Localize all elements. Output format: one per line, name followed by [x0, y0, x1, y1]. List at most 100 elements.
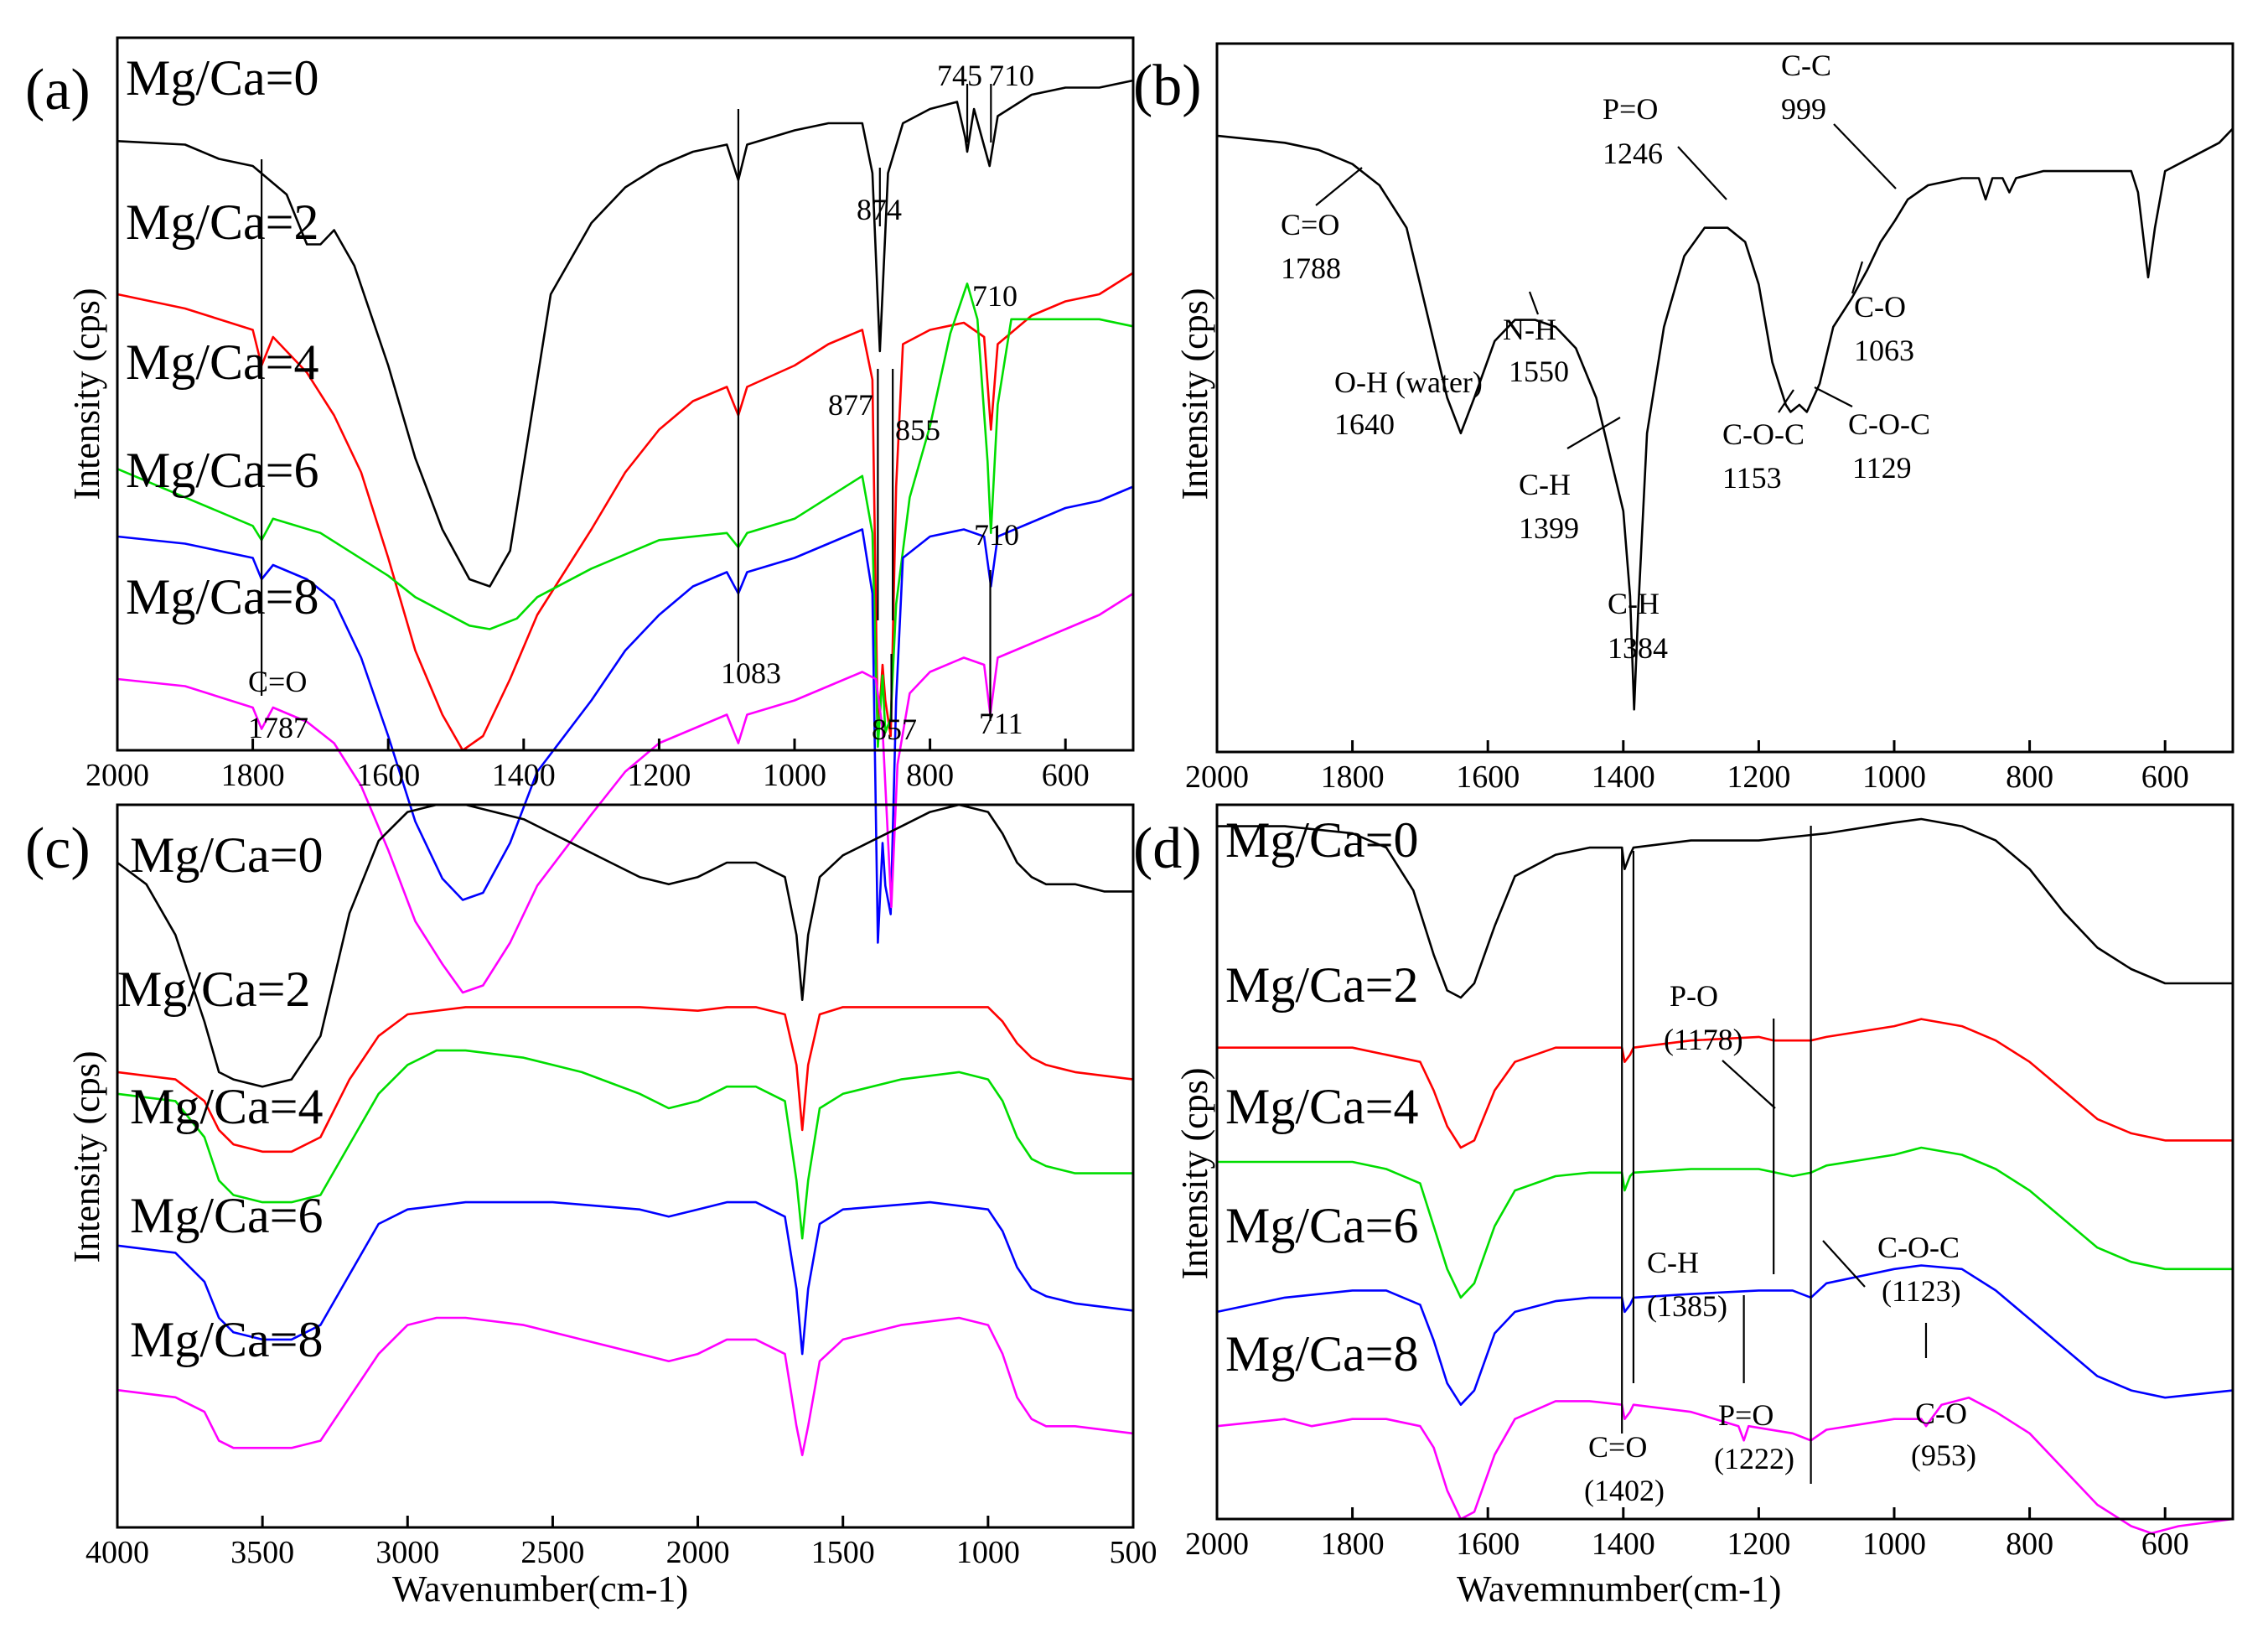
xtick-label-d-5: 1000: [1862, 1527, 1926, 1562]
xticks-c: 4000 3500 3000 2500 2000 1500 1000 500: [85, 1516, 1157, 1570]
series-label-d-4: Mg/Ca=8: [1225, 1326, 1419, 1382]
annotation-a-857: 857: [872, 713, 917, 746]
series-label-a-1: Mg/Ca=2: [126, 194, 319, 250]
annotation-b-1788: 1788: [1281, 251, 1341, 285]
series-label-a-3: Mg/Ca=6: [126, 443, 319, 498]
xtick-label-b-2: 1600: [1456, 760, 1520, 795]
annotation-b-c-o-1063: C-O: [1854, 290, 1906, 324]
annotation-b-1129: 1129: [1852, 451, 1912, 485]
series-line-c-3: [117, 1200, 1134, 1356]
xtick-label-b-5: 1000: [1862, 760, 1926, 795]
annotation-d-1123: (1123): [1882, 1274, 1961, 1308]
annotation-a-710-top: 710: [989, 59, 1034, 92]
xtick-label-b-4: 1200: [1727, 760, 1790, 795]
xtick-label-a-4: 1200: [627, 758, 691, 793]
xtick-label-c-0: 4000: [85, 1535, 149, 1570]
xtick-label-b-6: 800: [2006, 760, 2053, 795]
xtick-label-c-3: 2500: [520, 1535, 584, 1570]
series-line-c-2: [117, 1049, 1133, 1240]
series-line-d-4: [1216, 1396, 2234, 1535]
xtick-label-b-3: 1400: [1592, 760, 1655, 795]
xtick-label-c-2: 3000: [375, 1535, 439, 1570]
annotation-d-p-o-1178: P-O: [1670, 979, 1718, 1013]
series-group-c: [117, 803, 1134, 1457]
plot-frame-c: [116, 803, 1135, 1529]
xlabel-c: Wavenumber(cm-1): [392, 1568, 688, 1610]
series-line-c-0: [117, 803, 1133, 1088]
annotation-b-n-h: N-H: [1503, 313, 1556, 346]
series-label-d-0: Mg/Ca=0: [1225, 812, 1419, 868]
series-label-c-2: Mg/Ca=4: [130, 1079, 324, 1134]
plot-frame-a: [116, 36, 1135, 752]
panel-d: (d) Intensity (cps) 2000 1800 1600 1400 1200…: [1133, 803, 2234, 1610]
series-line-a-2: [117, 282, 1134, 749]
series-label-d-1: Mg/Ca=2: [1225, 957, 1419, 1013]
annotation-d-c-o-1402: C=O: [1588, 1430, 1647, 1464]
xtick-label-d-4: 1200: [1727, 1527, 1790, 1562]
panel-letter-b: (b): [1133, 54, 1202, 118]
annotation-a-710-low: 710: [974, 518, 1019, 552]
xtick-label-d-6: 800: [2006, 1527, 2053, 1562]
arrow-b-1129: [1814, 386, 1853, 407]
annotation-b-c-o-c-1153: C-O-C: [1722, 417, 1805, 451]
arrow-b-1399: [1566, 417, 1621, 449]
xtick-label-a-2: 1600: [356, 758, 420, 793]
series-label-c-3: Mg/Ca=6: [130, 1188, 324, 1243]
annotation-b-c-o-c-1129: C-O-C: [1848, 407, 1930, 441]
series-label-a-4: Mg/Ca=8: [126, 569, 319, 625]
xtick-label-d-0: 2000: [1185, 1527, 1249, 1562]
series-label-c-1: Mg/Ca=2: [117, 962, 311, 1017]
series-label-d-2: Mg/Ca=4: [1225, 1079, 1419, 1134]
annotation-a-745: 745: [937, 59, 982, 92]
xtick-label-d-7: 600: [2141, 1527, 2189, 1562]
panel-b: (b) Intensity (cps) 2000 1800 1600 1400 1200…: [1133, 42, 2234, 795]
arrow-b-1246: [1677, 146, 1727, 200]
annotation-a-1083: 1083: [721, 656, 781, 690]
annotation-a-711: 711: [979, 707, 1023, 740]
xtick-label-a-3: 1400: [492, 758, 556, 793]
annotation-d-1222: (1222): [1714, 1442, 1794, 1475]
annotation-a-877: 877: [828, 388, 873, 422]
annotation-d-953: (953): [1911, 1439, 1976, 1472]
series-line-d-2: [1217, 1146, 2233, 1299]
series-label-c-0: Mg/Ca=0: [130, 827, 324, 883]
xticks-d: 2000 1800 1600 1400 1200 1000 800 600: [1185, 1507, 2189, 1562]
xtick-label-a-0: 2000: [85, 758, 149, 793]
annotation-b-c-h-1399: C-H: [1519, 468, 1571, 501]
annotation-a-874: 874: [857, 193, 902, 226]
arrow-b-999: [1833, 123, 1897, 189]
annotation-d-1385: (1385): [1647, 1289, 1727, 1323]
arrow-b-1788: [1315, 167, 1363, 206]
xticks-b: 2000 1800 1600 1400 1200 1000 800 600: [1185, 740, 2189, 795]
xtick-label-d-2: 1600: [1456, 1527, 1520, 1562]
series-line-d-0: [1217, 817, 2233, 999]
annotation-d-p-o-1222: P=O: [1718, 1398, 1773, 1432]
annotation-b-999: 999: [1781, 92, 1826, 126]
xtick-label-b-1: 1800: [1321, 760, 1385, 795]
panel-c: (c) Intensity (cps) 4000 3500 3000 2500 2000…: [25, 803, 1157, 1610]
annotation-b-1153: 1153: [1722, 461, 1782, 495]
series-line-d-1: [1217, 1018, 2233, 1149]
arrow-b-1063: [1851, 261, 1864, 294]
series-label-a-0: Mg/Ca=0: [126, 50, 319, 106]
annotation-b-c-o: C=O: [1281, 208, 1339, 241]
xtick-label-a-1: 1800: [221, 758, 285, 793]
annotation-b-p-o: P=O: [1603, 92, 1658, 126]
xticks-a: 2000 1800 1600 1400 1200 1000 800 600: [85, 739, 1090, 793]
annotation-b-c-c: C-C: [1781, 49, 1831, 82]
xtick-label-d-3: 1400: [1592, 1527, 1655, 1562]
series-line-c-4: [117, 1316, 1134, 1457]
plot-frame-b: [1215, 42, 2234, 754]
arrow-b-1153: [1778, 389, 1794, 413]
xlabel-d: Wavemnumber(cm-1): [1457, 1568, 1781, 1610]
panel-letter-c: (c): [25, 817, 91, 881]
annotation-a-c-o: C=O: [248, 665, 307, 698]
xtick-label-c-6: 1000: [956, 1535, 1020, 1570]
xtick-label-a-7: 600: [1042, 758, 1090, 793]
annotation-d-1402: (1402): [1584, 1474, 1665, 1507]
annotation-b-o-h-water: O-H (water): [1334, 366, 1483, 399]
annotation-b-1399: 1399: [1519, 511, 1579, 545]
xtick-label-b-0: 2000: [1185, 760, 1249, 795]
arrow-b-1550: [1528, 291, 1540, 315]
